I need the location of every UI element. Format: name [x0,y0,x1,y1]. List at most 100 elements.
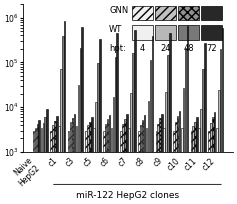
Bar [58,126,60,204]
Bar [196,117,198,204]
Bar [41,128,42,204]
Text: 24: 24 [160,44,171,53]
Bar [175,122,177,204]
Bar [202,69,204,204]
Bar [185,48,186,204]
FancyBboxPatch shape [201,6,222,20]
Bar [45,117,46,204]
Bar [198,128,200,204]
Bar [99,39,100,204]
Bar [138,131,140,204]
FancyBboxPatch shape [132,6,153,20]
FancyBboxPatch shape [201,25,222,40]
Bar [91,117,93,204]
Bar [85,131,87,204]
Bar [214,112,215,204]
FancyBboxPatch shape [155,25,176,40]
Bar [105,124,106,204]
Bar [146,128,147,204]
Bar [109,115,110,204]
Bar [111,128,112,204]
Bar [124,119,126,204]
Bar [72,118,73,204]
Bar [107,120,108,204]
Bar [113,97,114,204]
Bar [200,109,202,204]
Bar [192,126,194,204]
Bar [157,124,159,204]
Bar [134,30,136,204]
Bar [50,131,52,204]
Bar [183,88,184,204]
Bar [181,128,182,204]
Bar [95,102,97,204]
Bar [126,113,128,204]
FancyBboxPatch shape [132,25,153,40]
Bar [73,113,75,204]
Bar [33,131,34,204]
Bar [142,120,143,204]
Bar [120,131,122,204]
Bar [70,122,71,204]
Bar [216,128,218,204]
Bar [169,33,171,204]
Bar [191,131,192,204]
Bar [179,111,180,204]
Text: 72: 72 [207,44,217,53]
Bar [218,90,219,204]
Bar [128,128,130,204]
Bar [210,123,212,204]
Bar [77,84,79,204]
Bar [130,93,132,204]
Bar [76,126,77,204]
Bar [187,26,188,204]
Bar [36,124,38,204]
Bar [116,33,118,204]
Bar [60,69,62,204]
Bar [132,53,134,204]
Text: WT: WT [109,25,123,34]
Bar [167,55,169,204]
Bar [103,131,105,204]
Bar [43,123,44,204]
Bar [35,128,36,204]
Bar [161,113,163,204]
Bar [212,117,214,204]
Bar [165,92,167,204]
Bar [208,131,210,204]
Bar [89,122,91,204]
Text: GNN: GNN [109,6,128,15]
X-axis label: miR-122 HepG2 clones: miR-122 HepG2 clones [77,191,180,200]
Bar [54,121,56,204]
Bar [97,63,99,204]
Bar [177,116,178,204]
Bar [163,128,165,204]
Bar [220,49,221,204]
Bar [114,57,116,204]
Bar [52,125,54,204]
Bar [93,128,95,204]
FancyBboxPatch shape [155,6,176,20]
Text: 4: 4 [140,44,145,53]
Bar [150,60,151,204]
Bar [222,28,223,204]
Bar [122,124,124,204]
Bar [155,131,157,204]
Bar [87,125,89,204]
Bar [148,101,149,204]
Bar [82,27,83,204]
Bar [204,43,206,204]
Bar [194,122,196,204]
FancyBboxPatch shape [178,6,199,20]
Bar [46,109,48,204]
Bar [79,48,81,204]
FancyBboxPatch shape [178,25,199,40]
Text: 48: 48 [183,44,194,53]
Bar [144,115,145,204]
Bar [159,118,161,204]
Bar [62,37,64,204]
Bar [56,116,58,204]
Bar [140,125,141,204]
Text: hpt:: hpt: [109,44,126,53]
Bar [64,21,65,204]
